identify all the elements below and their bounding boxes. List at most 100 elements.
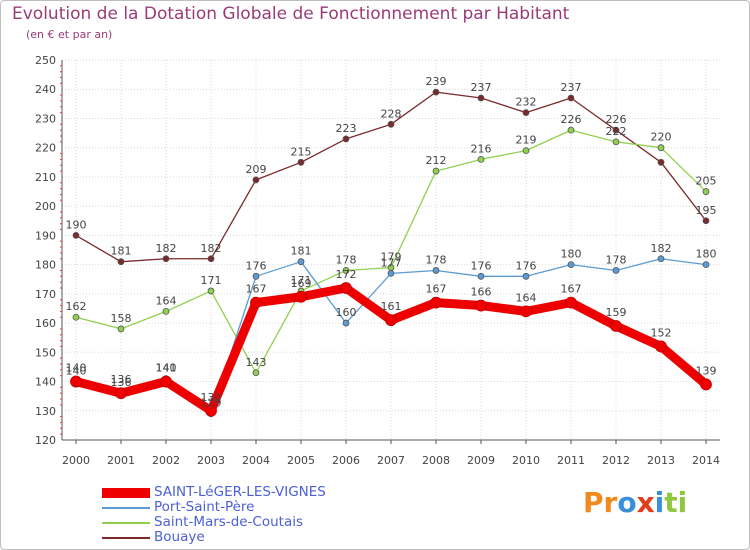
data-label: 167 <box>426 283 447 296</box>
x-tick-label: 2005 <box>287 454 315 467</box>
data-point <box>205 404 217 417</box>
x-tick-label: 2007 <box>377 454 405 467</box>
data-label: 177 <box>381 256 402 269</box>
logo-letter: i <box>677 486 688 519</box>
y-tick-label: 180 <box>35 259 56 272</box>
data-point <box>297 158 305 166</box>
data-label: 172 <box>336 268 357 281</box>
data-point <box>72 313 80 321</box>
data-label: 182 <box>156 242 177 255</box>
data-label: 205 <box>696 175 717 188</box>
data-label: 226 <box>606 113 627 126</box>
data-point <box>342 135 350 143</box>
data-point <box>432 267 440 274</box>
logo-letter: P <box>583 486 604 519</box>
data-point <box>475 299 487 312</box>
data-point <box>612 126 620 134</box>
data-label: 195 <box>696 204 717 217</box>
legend-label: Saint-Mars-de-Coutais <box>154 514 304 530</box>
data-label: 212 <box>426 154 447 167</box>
data-point <box>70 375 82 388</box>
data-point <box>250 296 262 309</box>
y-tick-label: 190 <box>35 229 56 242</box>
data-point <box>117 325 125 333</box>
data-label: 140 <box>66 365 87 378</box>
y-tick-label: 200 <box>35 200 56 213</box>
x-tick-label: 2011 <box>557 454 585 467</box>
data-point <box>702 261 710 269</box>
data-point <box>160 375 172 388</box>
data-point <box>117 258 125 266</box>
data-label: 159 <box>606 306 627 319</box>
data-point <box>702 188 710 195</box>
x-tick-label: 2014 <box>692 454 720 467</box>
x-tick-label: 2000 <box>62 454 90 467</box>
data-point <box>522 109 530 117</box>
data-point <box>567 126 575 134</box>
data-label: 176 <box>246 259 267 272</box>
data-label: 164 <box>516 291 537 304</box>
y-tick-label: 170 <box>35 288 56 301</box>
logo-letter: o <box>617 486 637 519</box>
data-point <box>520 305 532 318</box>
data-label: 178 <box>336 253 357 266</box>
x-tick-label: 2006 <box>332 454 360 467</box>
data-label: 178 <box>426 253 447 266</box>
y-tick-label: 230 <box>35 112 56 125</box>
data-label: 226 <box>561 113 582 126</box>
data-label: 180 <box>696 248 717 261</box>
data-label: 167 <box>561 283 582 296</box>
data-label: 164 <box>156 294 177 307</box>
data-point <box>207 255 215 263</box>
data-point <box>567 94 575 102</box>
data-label: 237 <box>561 81 582 94</box>
data-label: 223 <box>336 122 357 135</box>
data-point <box>522 272 530 280</box>
logo-letter: x <box>636 486 655 519</box>
data-label: 161 <box>381 300 402 313</box>
data-point <box>430 296 442 309</box>
data-label: 130 <box>201 391 222 404</box>
x-tick-label: 2008 <box>422 454 450 467</box>
data-point <box>115 387 127 400</box>
x-tick-label: 2004 <box>242 454 270 467</box>
data-point <box>432 88 440 96</box>
data-label: 136 <box>111 373 132 386</box>
x-tick-label: 2003 <box>197 454 225 467</box>
chart-title: Evolution de la Dotation Globale de Fonc… <box>12 4 570 24</box>
data-label: 216 <box>471 142 492 155</box>
data-label: 180 <box>561 248 582 261</box>
data-point <box>342 267 350 274</box>
data-point <box>295 290 307 303</box>
data-label: 140 <box>66 362 87 375</box>
data-point <box>252 272 260 280</box>
data-point <box>700 378 712 391</box>
y-tick-label: 250 <box>35 54 56 67</box>
x-tick-label: 2002 <box>152 454 180 467</box>
y-tick-label: 150 <box>35 346 56 359</box>
logo-letter: r <box>603 486 618 519</box>
data-point <box>162 255 170 263</box>
data-label: 166 <box>471 286 492 299</box>
data-label: 143 <box>246 356 267 369</box>
data-point <box>702 217 710 225</box>
data-label: 228 <box>381 107 402 120</box>
data-point <box>477 94 485 102</box>
data-label: 136 <box>111 376 132 389</box>
legend-label: SAINT-LéGER-LES-VIGNES <box>154 484 326 500</box>
data-label: 181 <box>111 245 132 258</box>
data-point <box>655 340 667 353</box>
x-tick-label: 2001 <box>107 454 135 467</box>
y-tick-label: 120 <box>35 434 56 447</box>
data-point <box>565 296 577 309</box>
data-point <box>252 176 260 184</box>
data-label: 239 <box>426 75 447 88</box>
data-point <box>387 120 395 128</box>
y-tick-label: 240 <box>35 83 56 96</box>
data-point <box>477 155 485 163</box>
data-label: 141 <box>156 362 177 375</box>
data-label: 190 <box>66 218 87 231</box>
data-label: 152 <box>651 326 672 339</box>
data-label: 139 <box>696 364 717 377</box>
data-label: 140 <box>156 362 177 375</box>
